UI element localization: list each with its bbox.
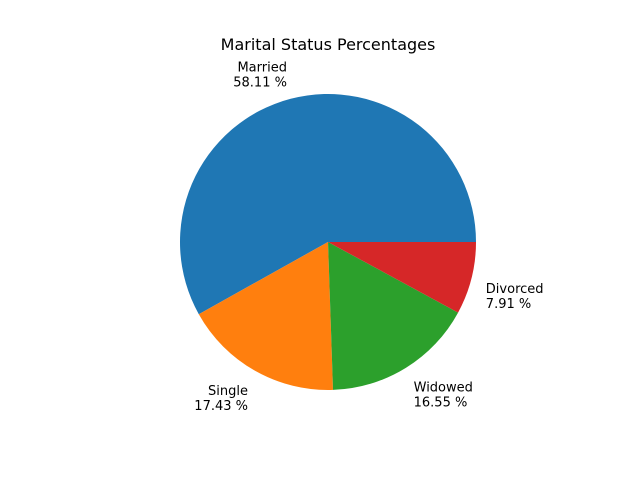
slice-category-divorced: Divorced [486, 282, 544, 297]
slice-percent-single: 17.43 % [194, 399, 248, 414]
pie-slices [180, 94, 476, 390]
pie-slice-married [180, 94, 476, 315]
chart-title: Marital Status Percentages [221, 35, 436, 54]
slice-label-single: Single 17.43 % [194, 384, 248, 414]
slice-percent-divorced: 7.91 % [486, 297, 531, 312]
slice-percent-married: 58.11 % [233, 75, 287, 90]
slice-category-widowed: Widowed [414, 380, 473, 395]
slice-category-single: Single [208, 384, 248, 399]
pie-slice-widowed [328, 242, 459, 390]
pie-slice-divorced [328, 242, 476, 313]
slice-label-married: Married 58.11 % [233, 60, 287, 90]
pie-slice-single [198, 242, 334, 390]
slice-category-married: Married [237, 60, 287, 75]
slice-percent-widowed: 16.55 % [414, 395, 468, 410]
slice-label-divorced: Divorced 7.91 % [486, 282, 544, 312]
slice-label-widowed: Widowed 16.55 % [414, 380, 473, 410]
pie-labels: Married 58.11 % Single 17.43 % Widowed 16.55 … [194, 60, 543, 413]
